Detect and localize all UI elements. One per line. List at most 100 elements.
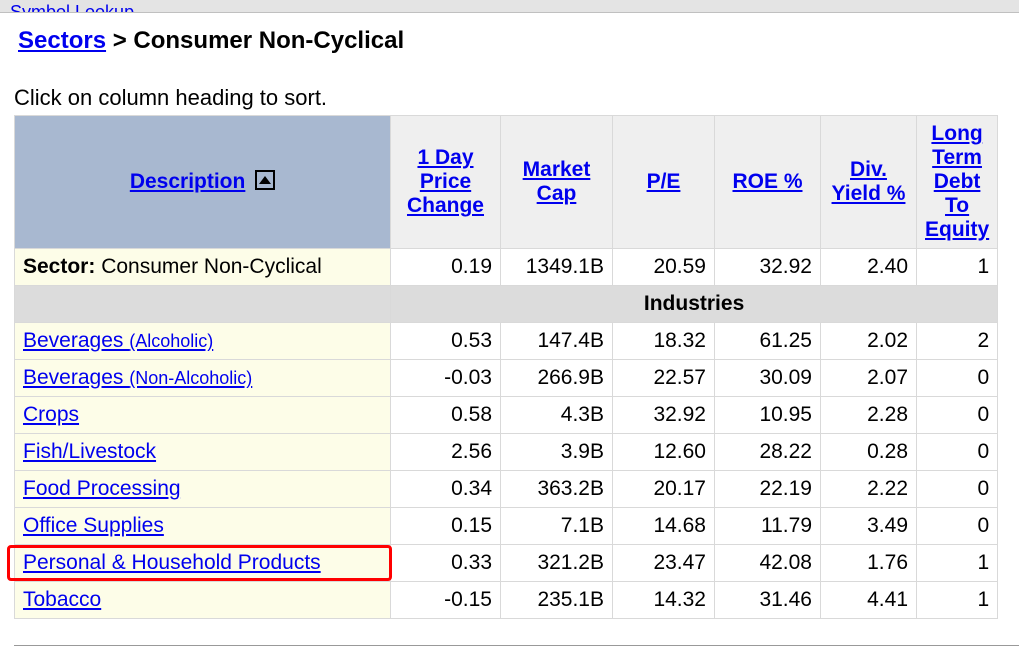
value-cell: 10.95 <box>715 397 821 434</box>
value-cell: 0 <box>917 397 998 434</box>
value-cell: 1 <box>917 582 998 619</box>
industry-cell: Beverages (Alcoholic) <box>15 323 391 360</box>
industry-link[interactable]: Beverages (Non-Alcoholic) <box>23 366 252 389</box>
sort-asc-icon <box>255 170 275 190</box>
value-cell: 32.92 <box>613 397 715 434</box>
value-cell: 0 <box>917 360 998 397</box>
value-cell: 0 <box>917 434 998 471</box>
sector-value: 0.19 <box>391 249 501 286</box>
industry-cell: Office Supplies <box>15 508 391 545</box>
col-header-debt-equity[interactable]: Long Term Debt To Equity <box>917 116 998 249</box>
value-cell: 22.19 <box>715 471 821 508</box>
value-cell: 2.22 <box>821 471 917 508</box>
sector-value: 1349.1B <box>501 249 613 286</box>
value-cell: 4.3B <box>501 397 613 434</box>
col-header-roe-link[interactable]: ROE % <box>732 170 802 193</box>
value-cell: 363.2B <box>501 471 613 508</box>
industry-cell: Tobacco <box>15 582 391 619</box>
industry-cell: Fish/Livestock <box>15 434 391 471</box>
value-cell: 61.25 <box>715 323 821 360</box>
value-cell: 4.41 <box>821 582 917 619</box>
value-cell: 0.33 <box>391 545 501 582</box>
value-cell: 23.47 <box>613 545 715 582</box>
value-cell: 11.79 <box>715 508 821 545</box>
value-cell: 2.56 <box>391 434 501 471</box>
col-header-price-change[interactable]: 1 Day Price Change <box>391 116 501 249</box>
industry-link[interactable]: Office Supplies <box>23 514 164 537</box>
industry-cell: Food Processing <box>15 471 391 508</box>
table-row: Personal & Household Products 0.33321.2B2… <box>15 545 998 582</box>
value-cell: 0.15 <box>391 508 501 545</box>
industry-link[interactable]: Beverages (Alcoholic) <box>23 329 213 352</box>
industry-link[interactable]: Crops <box>23 403 79 426</box>
breadcrumb-current: Consumer Non-Cyclical <box>133 27 404 54</box>
breadcrumb-sectors-link[interactable]: Sectors <box>18 27 106 54</box>
value-cell: -0.15 <box>391 582 501 619</box>
col-header-market-cap[interactable]: Market Cap <box>501 116 613 249</box>
table-row: Office Supplies 0.157.1B14.6811.793.490 <box>15 508 998 545</box>
col-header-market-cap-link[interactable]: Market Cap <box>523 158 591 205</box>
sector-value: 20.59 <box>613 249 715 286</box>
sector-value: 1 <box>917 249 998 286</box>
value-cell: 235.1B <box>501 582 613 619</box>
industry-link[interactable]: Fish/Livestock <box>23 440 156 463</box>
value-cell: 147.4B <box>501 323 613 360</box>
sector-table: Description 1 Day Price Change Market Ca… <box>14 115 998 619</box>
value-cell: 31.46 <box>715 582 821 619</box>
table-row: Beverages (Non-Alcoholic) -0.03266.9B22.5… <box>15 360 998 397</box>
industries-label: Industries <box>391 286 998 323</box>
industries-header-row: Industries <box>15 286 998 323</box>
col-header-pe-link[interactable]: P/E <box>647 170 681 193</box>
value-cell: 28.22 <box>715 434 821 471</box>
sector-row: Sector: Consumer Non-Cyclical0.191349.1B… <box>15 249 998 286</box>
value-cell: 321.2B <box>501 545 613 582</box>
industry-link[interactable]: Tobacco <box>23 588 101 611</box>
value-cell: 12.60 <box>613 434 715 471</box>
value-cell: 0 <box>917 471 998 508</box>
sort-hint: Click on column heading to sort. <box>0 55 1019 115</box>
value-cell: 3.9B <box>501 434 613 471</box>
table-row: Crops 0.584.3B32.9210.952.280 <box>15 397 998 434</box>
col-header-debt-equity-link[interactable]: Long Term Debt To Equity <box>925 122 989 241</box>
bottom-rule <box>14 645 1019 646</box>
value-cell: 14.68 <box>613 508 715 545</box>
sector-label-cell: Sector: Consumer Non-Cyclical <box>15 249 391 286</box>
col-header-roe[interactable]: ROE % <box>715 116 821 249</box>
value-cell: 20.17 <box>613 471 715 508</box>
industry-cell: Beverages (Non-Alcoholic) <box>15 360 391 397</box>
value-cell: 0.58 <box>391 397 501 434</box>
value-cell: 14.32 <box>613 582 715 619</box>
col-header-pe[interactable]: P/E <box>613 116 715 249</box>
value-cell: 0.53 <box>391 323 501 360</box>
col-header-div-yield[interactable]: Div. Yield % <box>821 116 917 249</box>
value-cell: 22.57 <box>613 360 715 397</box>
value-cell: 1 <box>917 545 998 582</box>
value-cell: 2.02 <box>821 323 917 360</box>
symbol-lookup-link[interactable]: Symbol Lookup <box>10 2 134 13</box>
industry-link[interactable]: Food Processing <box>23 477 181 500</box>
sector-value: 32.92 <box>715 249 821 286</box>
col-header-price-change-link[interactable]: 1 Day Price Change <box>407 146 484 217</box>
col-header-description[interactable]: Description <box>15 116 391 249</box>
sector-value: 2.40 <box>821 249 917 286</box>
value-cell: 2.07 <box>821 360 917 397</box>
table-row: Food Processing0.34363.2B20.1722.192.220 <box>15 471 998 508</box>
sector-label: Sector: <box>23 255 95 278</box>
header-row: Description 1 Day Price Change Market Ca… <box>15 116 998 249</box>
value-cell: 0 <box>917 508 998 545</box>
industries-spacer <box>15 286 391 323</box>
breadcrumb: Sectors > Consumer Non-Cyclical <box>0 13 1019 55</box>
col-header-description-link[interactable]: Description <box>130 170 246 193</box>
industry-link[interactable]: Personal & Household Products <box>23 551 321 574</box>
value-cell: 266.9B <box>501 360 613 397</box>
value-cell: 2.28 <box>821 397 917 434</box>
value-cell: 3.49 <box>821 508 917 545</box>
industry-cell: Personal & Household Products <box>15 545 391 582</box>
table-row: Tobacco -0.15235.1B14.3231.464.411 <box>15 582 998 619</box>
value-cell: 1.76 <box>821 545 917 582</box>
breadcrumb-separator: > <box>113 27 127 54</box>
value-cell: -0.03 <box>391 360 501 397</box>
col-header-div-yield-link[interactable]: Div. Yield % <box>832 158 906 205</box>
table-row: Fish/Livestock2.563.9B12.6028.220.280 <box>15 434 998 471</box>
value-cell: 7.1B <box>501 508 613 545</box>
